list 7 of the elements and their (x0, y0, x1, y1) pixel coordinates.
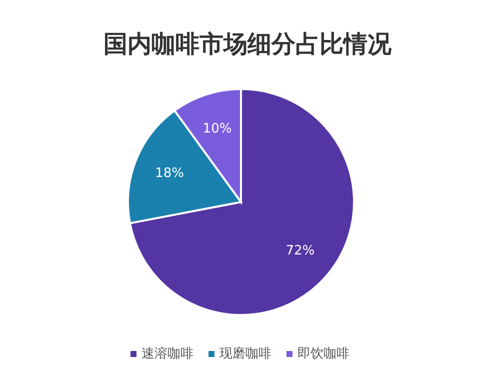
data-label: 18% (155, 166, 184, 182)
data-label: 10% (202, 121, 232, 136)
chart-title: 国内咖啡市场细分占比情况 (104, 30, 392, 58)
legend-label: 速溶咖啡 (142, 346, 194, 362)
data-label: 72% (286, 243, 315, 258)
legend-label: 即饮咖啡 (298, 346, 350, 362)
legend-label: 现磨咖啡 (220, 346, 272, 362)
